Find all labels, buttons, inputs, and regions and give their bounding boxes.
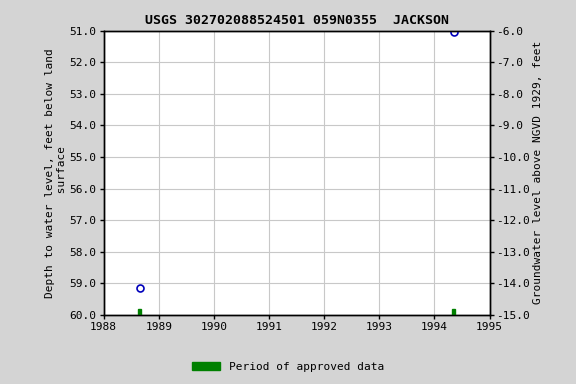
Y-axis label: Depth to water level, feet below land
 surface: Depth to water level, feet below land su… xyxy=(46,48,67,298)
Bar xyxy=(452,309,455,315)
Bar xyxy=(138,309,141,315)
Y-axis label: Groundwater level above NGVD 1929, feet: Groundwater level above NGVD 1929, feet xyxy=(533,41,543,305)
Title: USGS 302702088524501 059N0355  JACKSON: USGS 302702088524501 059N0355 JACKSON xyxy=(145,14,449,27)
Legend: Period of approved data: Period of approved data xyxy=(188,358,388,377)
